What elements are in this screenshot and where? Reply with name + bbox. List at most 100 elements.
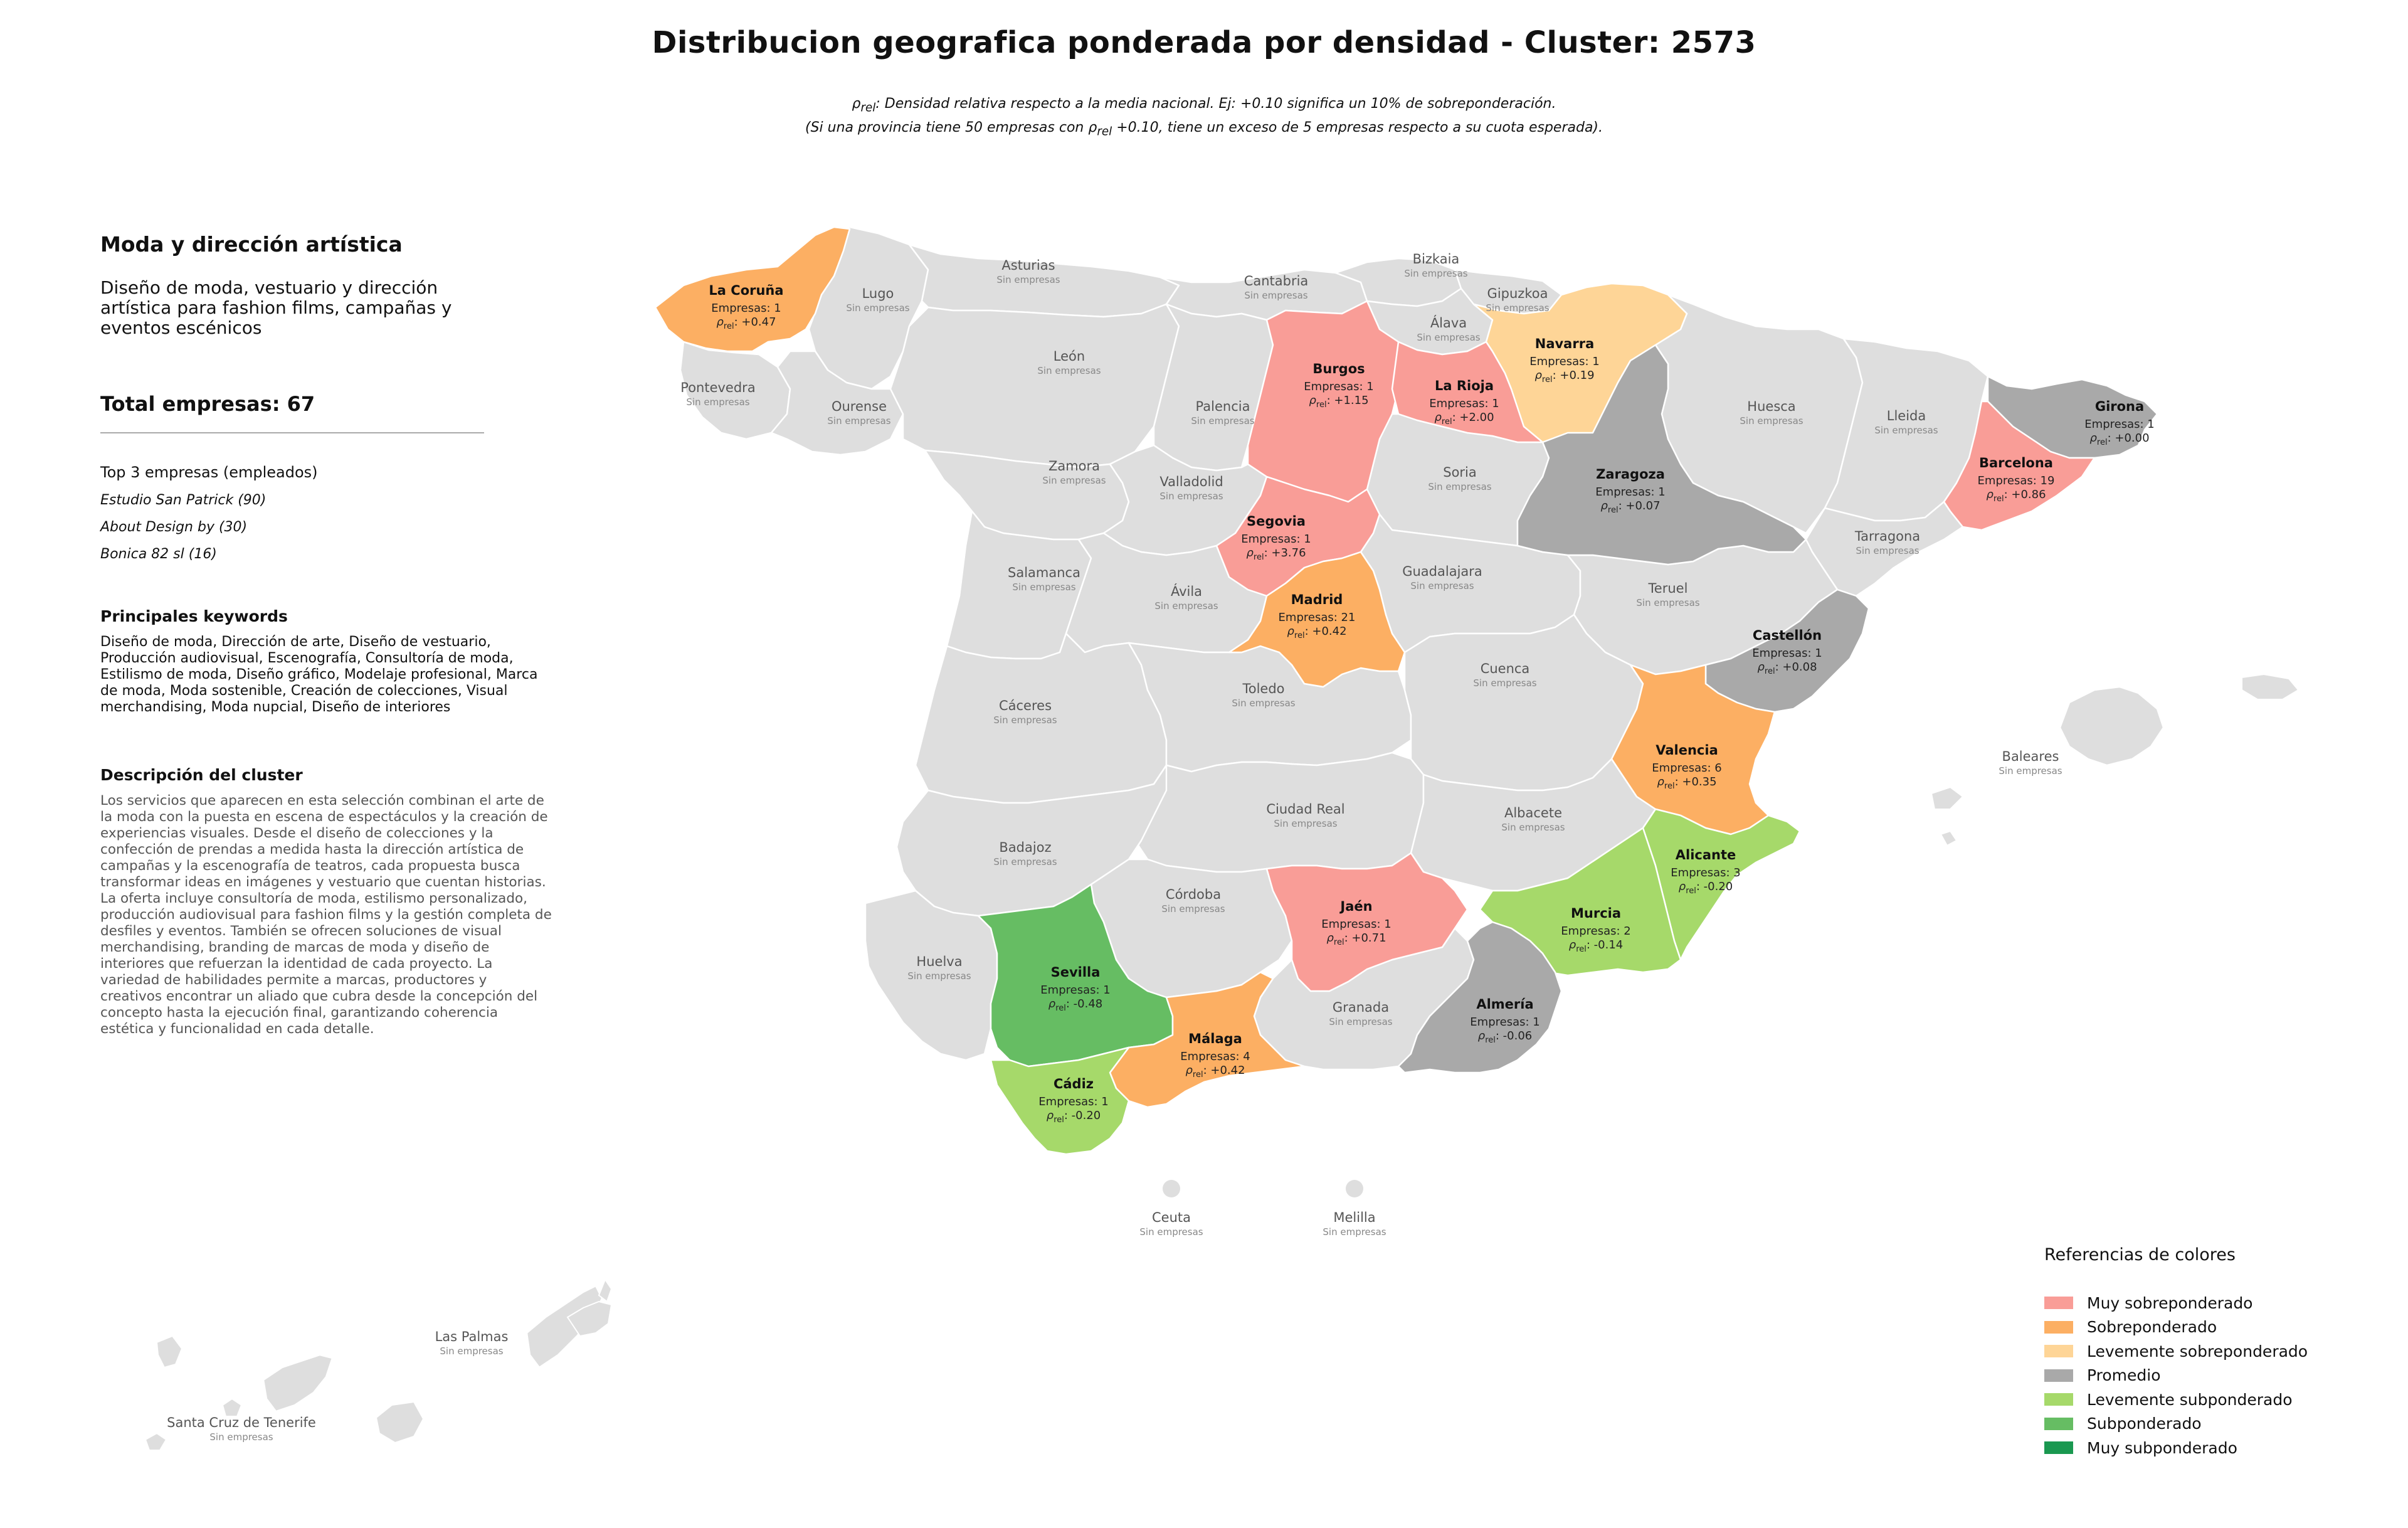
keywords-text: Diseño de moda, Dirección de arte, Diseñ… xyxy=(100,634,538,715)
province-name: Tarragona xyxy=(1854,529,1920,544)
keywords-title: Principales keywords xyxy=(100,607,288,625)
province-label-lleida: Lleida Sin empresas xyxy=(1874,408,1938,436)
province-name: León xyxy=(1054,349,1085,364)
province-name: Burgos xyxy=(1312,361,1365,376)
province-name: Soria xyxy=(1443,465,1477,480)
cluster-name: Moda y dirección artística xyxy=(100,232,403,257)
province-valencia xyxy=(1610,664,1776,836)
province-name: Toledo xyxy=(1242,681,1284,696)
province-name: Castellón xyxy=(1753,628,1822,643)
province-label-albacete: Albacete Sin empresas xyxy=(1501,805,1565,833)
no-companies-text: Sin empresas xyxy=(1161,903,1225,915)
legend-label: Muy sobreponderado xyxy=(2087,1293,2253,1312)
province-name: Lugo xyxy=(862,286,894,301)
companies-count: Empresas: 1 xyxy=(1038,1095,1108,1108)
rho-value: ρrel: -0.20 xyxy=(1047,1109,1101,1125)
companies-count: Empresas: 1 xyxy=(1595,485,1665,499)
no-companies-text: Sin empresas xyxy=(1740,415,1803,427)
island-shape xyxy=(598,1278,613,1303)
island-shape xyxy=(1930,786,1964,810)
province-name: Pontevedra xyxy=(680,380,755,395)
province-name: Palencia xyxy=(1196,399,1250,414)
rho-value: ρrel: -0.20 xyxy=(1679,880,1733,896)
no-companies-text: Sin empresas xyxy=(1501,822,1565,833)
province-almeria xyxy=(1397,921,1563,1074)
rho-value: ρrel: +0.42 xyxy=(1185,1064,1245,1080)
province-name: Jaén xyxy=(1339,899,1372,914)
map-subtitle: ρrel: Densidad relativa respecto a la me… xyxy=(0,94,2408,142)
companies-count: Empresas: 19 xyxy=(1978,474,2055,487)
legend-item: Muy sobreponderado xyxy=(2044,1291,2370,1315)
top3-title: Top 3 empresas (empleados) xyxy=(100,464,318,481)
province-name: Ávila xyxy=(1171,583,1202,599)
no-companies-text: Sin empresas xyxy=(1417,332,1480,343)
no-companies-text: Sin empresas xyxy=(1139,1226,1203,1238)
companies-count: Empresas: 4 xyxy=(1180,1050,1250,1063)
province-name: Melilla xyxy=(1333,1210,1375,1225)
legend-swatch xyxy=(2044,1393,2073,1406)
island-shape xyxy=(1940,830,1958,847)
companies-count: Empresas: 1 xyxy=(1304,380,1373,393)
province-name: Huesca xyxy=(1747,399,1795,414)
province-leon xyxy=(889,303,1180,469)
rho-value: ρrel: +0.19 xyxy=(1534,369,1594,385)
province-name: Huelva xyxy=(916,954,962,969)
companies-count: Empresas: 1 xyxy=(1321,918,1391,931)
total-companies: Total empresas: 67 xyxy=(100,392,315,416)
province-name: Barcelona xyxy=(1979,455,2053,470)
no-companies-text: Sin empresas xyxy=(1323,1226,1386,1238)
legend-items: Muy sobreponderado Sobreponderado Levement… xyxy=(2044,1291,2370,1460)
province-name: Santa Cruz de Tenerife xyxy=(167,1415,316,1430)
top3-list: Estudio San Patrick (90) About Design by… xyxy=(100,492,564,562)
rho-value: ρrel: +0.47 xyxy=(716,316,776,331)
legend-swatch xyxy=(2044,1320,2073,1334)
no-companies-text: Sin empresas xyxy=(996,274,1060,285)
province-name: Zaragoza xyxy=(1596,467,1665,482)
island-shape xyxy=(144,1432,167,1451)
legend-label: Sobreponderado xyxy=(2087,1318,2217,1337)
legend-item: Subponderado xyxy=(2044,1412,2370,1436)
subtitle-line-1: ρrel: Densidad relativa respecto a la me… xyxy=(852,96,1556,115)
no-companies-text: Sin empresas xyxy=(1428,481,1491,492)
no-companies-text: Sin empresas xyxy=(1274,818,1337,829)
province-madrid xyxy=(1228,551,1406,688)
rho-value: ρrel: +2.00 xyxy=(1434,411,1494,427)
province-name: Cádiz xyxy=(1054,1076,1094,1091)
province-name: Córdoba xyxy=(1166,887,1221,902)
province-jaen xyxy=(1265,852,1469,992)
province-cadiz xyxy=(990,1046,1130,1155)
enclave-shape xyxy=(1346,1180,1363,1197)
companies-count: Empresas: 1 xyxy=(711,302,781,315)
legend-swatch xyxy=(2044,1417,2073,1430)
legend-item: Sobreponderado xyxy=(2044,1315,2370,1340)
province-name: Lleida xyxy=(1887,408,1926,423)
province-name: Ceuta xyxy=(1152,1210,1191,1225)
cluster-short-description: Diseño de moda, vestuario y dirección ar… xyxy=(100,277,452,338)
province-name: Alicante xyxy=(1676,847,1736,862)
